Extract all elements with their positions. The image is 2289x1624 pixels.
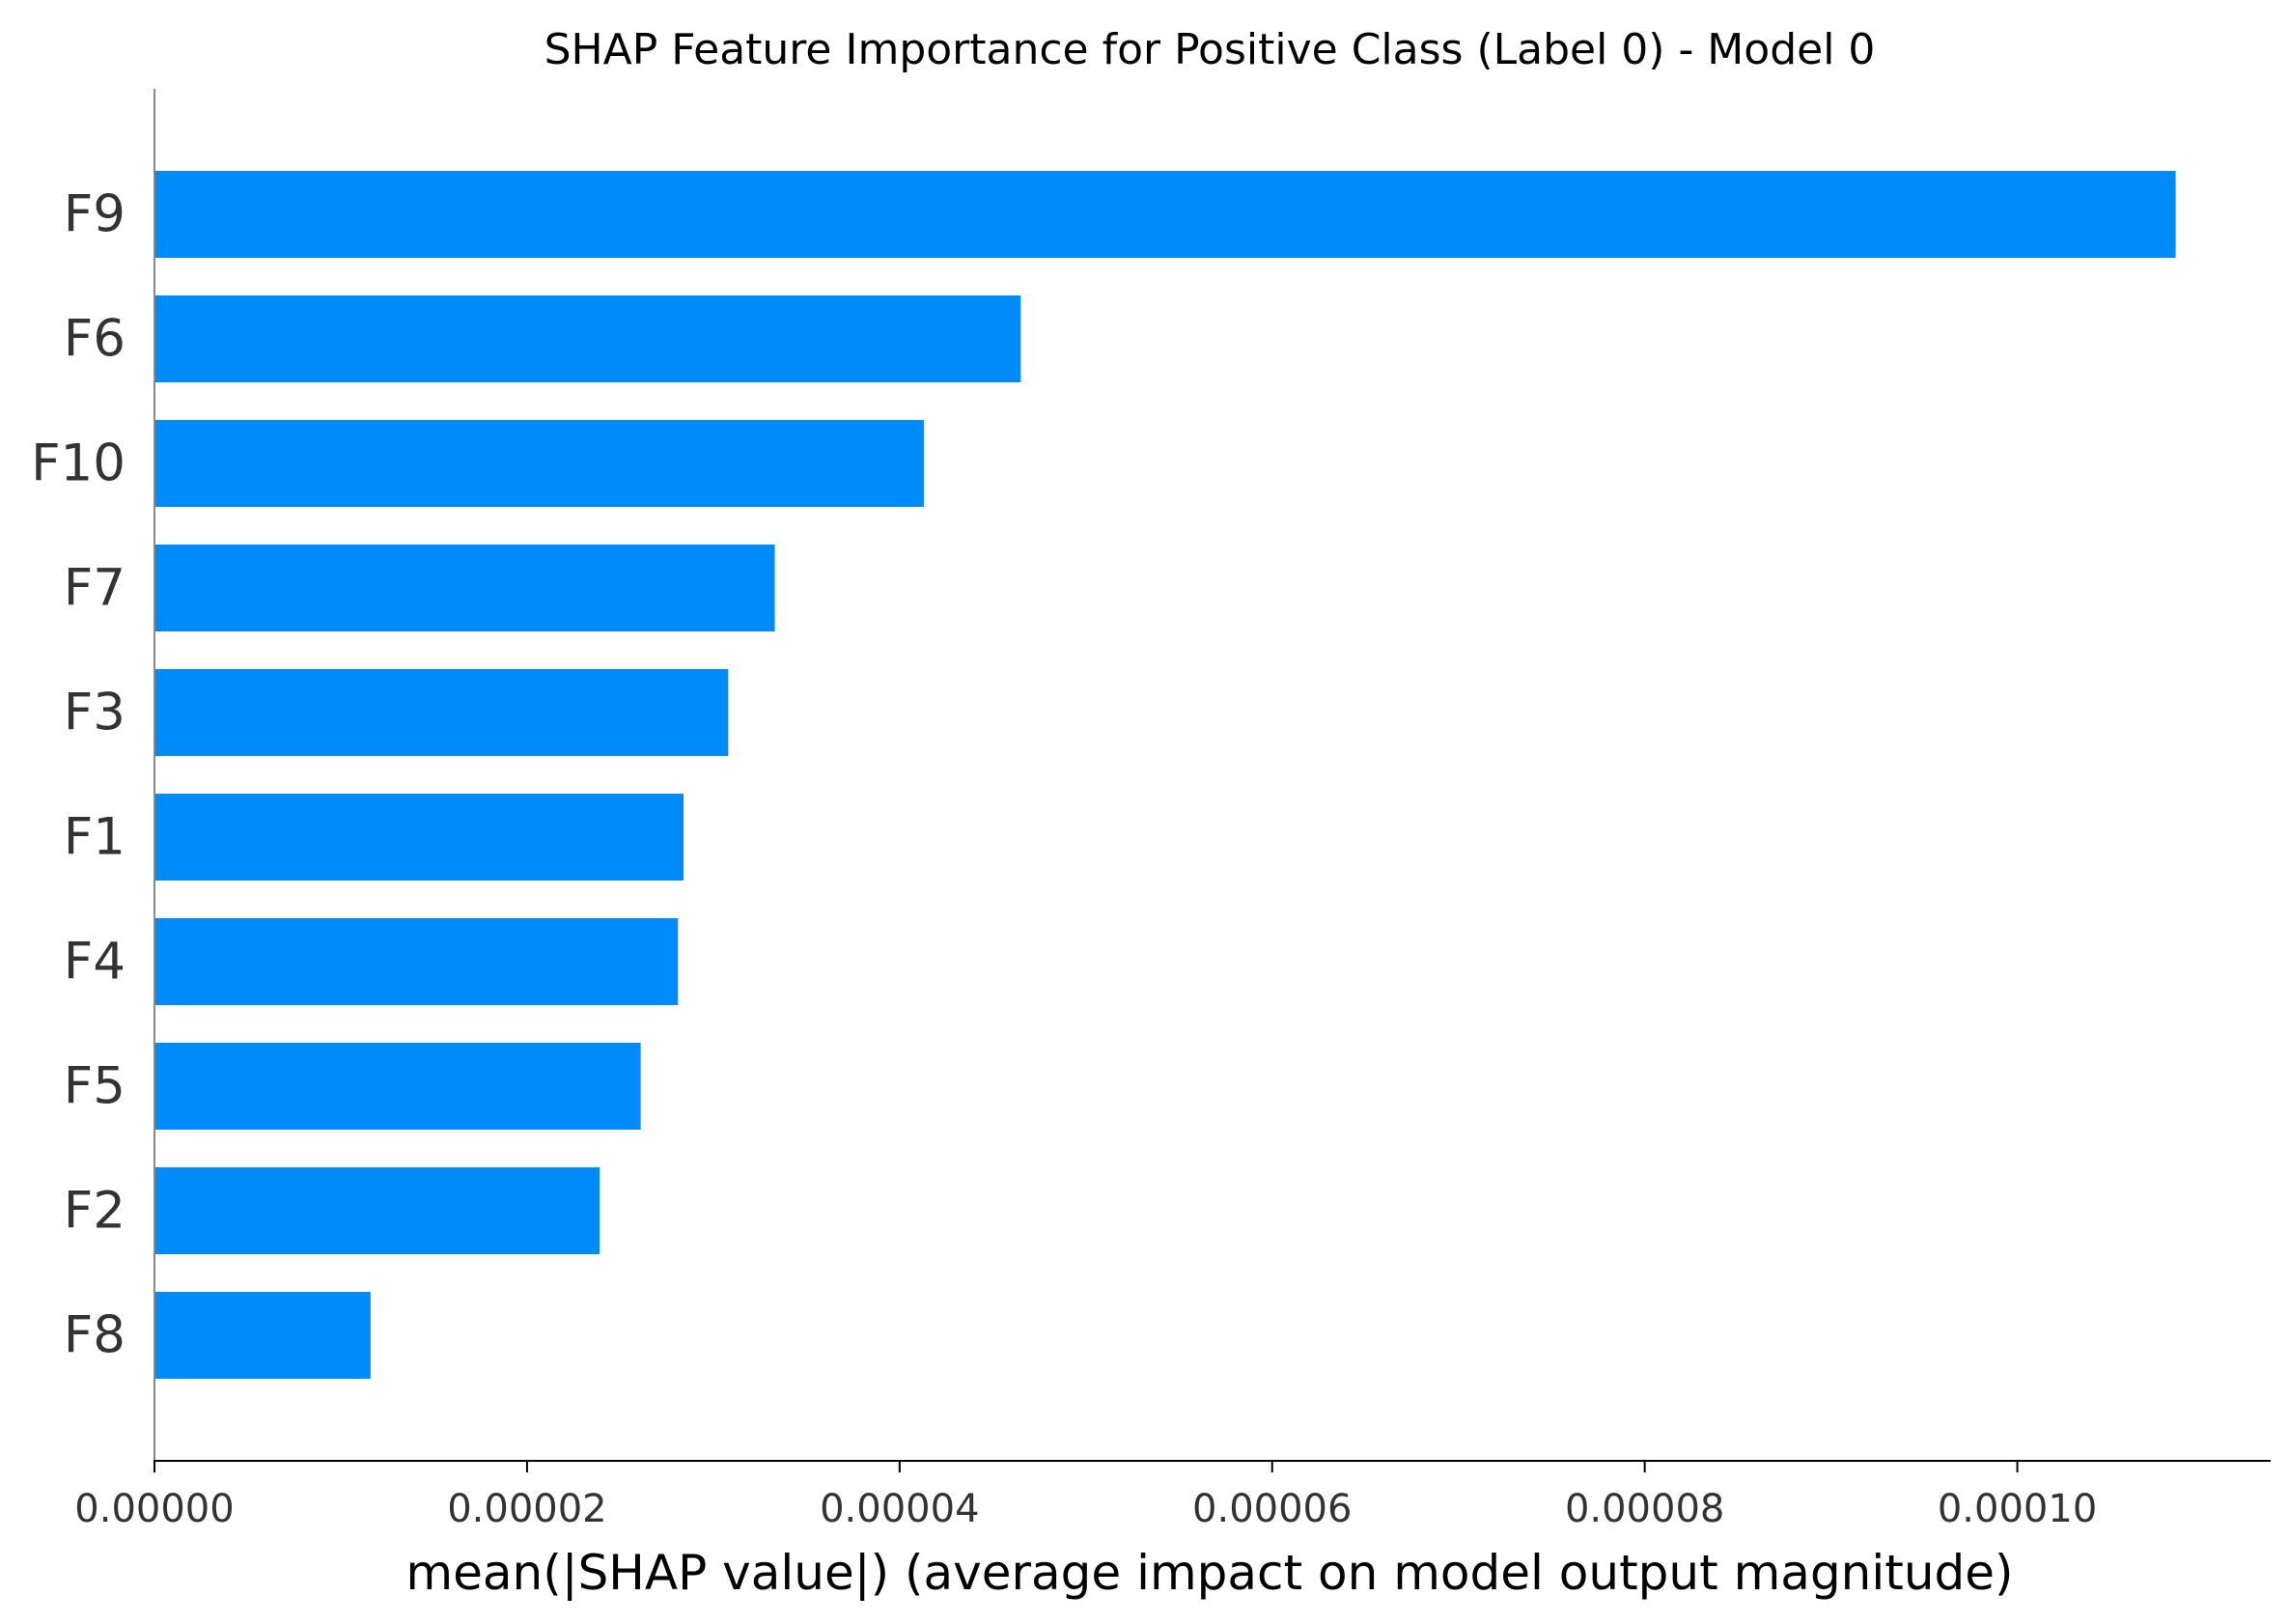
y-tick-labels: F9 F6 F10 F7 F3 F1 F4 F5 F2 F8	[31, 185, 126, 1365]
bar-f6	[154, 295, 1021, 382]
x-tick-label: 0.00004	[820, 1487, 979, 1531]
y-tick-label-f6: F6	[64, 310, 126, 369]
bars-layer	[154, 171, 2176, 1379]
y-tick-label-f3: F3	[64, 684, 126, 742]
y-tick-label-f8: F8	[64, 1306, 126, 1365]
y-tick-label-f4: F4	[64, 933, 126, 992]
y-tick-label-f10: F10	[31, 434, 126, 493]
bar-f2	[154, 1167, 600, 1254]
x-tick-labels: 0.00000 0.00002 0.00004 0.00006 0.00008 0.000…	[74, 1461, 2097, 1531]
bar-f3	[154, 669, 729, 756]
bar-f9	[154, 171, 2176, 258]
bar-f5	[154, 1043, 641, 1130]
y-tick-label-f9: F9	[64, 185, 126, 244]
x-tick-label: 0.00006	[1192, 1487, 1352, 1531]
chart-title: SHAP Feature Importance for Positive Cla…	[544, 25, 1876, 74]
x-tick-label: 0.00008	[1565, 1487, 1724, 1531]
y-tick-label-f7: F7	[64, 559, 126, 618]
bar-f1	[154, 794, 684, 881]
x-tick-label: 0.00000	[74, 1487, 234, 1531]
x-tick-label: 0.00010	[1938, 1487, 2097, 1531]
x-axis-label: mean(|SHAP value|) (average impact on mo…	[405, 1545, 2013, 1601]
x-tick-label: 0.00002	[447, 1487, 606, 1531]
bar-f4	[154, 918, 679, 1005]
bar-f8	[154, 1292, 371, 1379]
bar-f7	[154, 545, 775, 631]
y-tick-label-f5: F5	[64, 1057, 126, 1116]
y-tick-label-f2: F2	[64, 1182, 126, 1241]
bar-f10	[154, 420, 924, 507]
y-tick-label-f1: F1	[64, 808, 126, 867]
